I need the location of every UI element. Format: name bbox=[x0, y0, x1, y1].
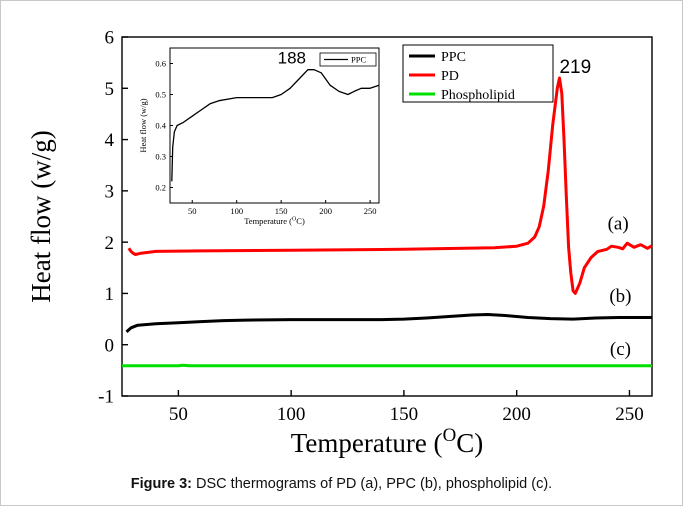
inset-legend: PPC bbox=[319, 52, 377, 67]
main-legend: PPC PD Phospholipid bbox=[402, 44, 554, 103]
inset-plot-frame bbox=[169, 47, 380, 204]
inset-y-tick-label: 0.3 bbox=[155, 151, 166, 161]
main-x-tick-label: 200 bbox=[502, 404, 531, 425]
inset-y-axis-label: Heat flow (w/g) bbox=[138, 98, 148, 152]
inset-x-tick-label: 150 bbox=[275, 206, 288, 216]
inset-series-line-ppc bbox=[171, 69, 380, 182]
inset-x-tick-label: 50 bbox=[188, 206, 197, 216]
main-legend-label: PD bbox=[441, 69, 459, 84]
inset-x-axis-label: Temperature (OC) bbox=[244, 216, 305, 226]
dsc-chart: 50 100 150 200 250 -1 0 1 2 3 4 5 6 219 Temperature (O… bbox=[26, 28, 653, 458]
main-legend-label: Phospholipid bbox=[441, 88, 515, 103]
main-x-axis-label: Temperature (OC) bbox=[291, 425, 483, 458]
inset-x-tick-label: 200 bbox=[319, 206, 332, 216]
main-y-tick-label: 2 bbox=[105, 233, 115, 254]
main-y-tick-label: 5 bbox=[105, 79, 115, 100]
main-y-tick-label: 0 bbox=[105, 335, 115, 356]
main-x-tick-label: 250 bbox=[615, 404, 644, 425]
main-series-line-phospholipid bbox=[122, 363, 652, 368]
inset-plot: 50 100 150 200 250 0.2 0.3 0.4 0.5 0.6 188 Temperat… bbox=[138, 47, 380, 226]
main-y-tick-label: -1 bbox=[98, 387, 114, 408]
main-series-tag: (a) bbox=[608, 213, 629, 234]
caption-text: DSC thermograms of PD (a), PPC (b), phos… bbox=[192, 476, 553, 492]
inset-x-tick-label: 250 bbox=[364, 206, 377, 216]
main-series-tag: (c) bbox=[610, 339, 631, 360]
main-y-tick-label: 6 bbox=[105, 28, 115, 49]
inset-y-tick-label: 0.4 bbox=[155, 120, 166, 130]
inset-x-tick-label: 100 bbox=[230, 206, 243, 216]
main-legend-label: PPC bbox=[441, 50, 466, 65]
main-x-tick-label: 50 bbox=[169, 404, 188, 425]
inset-y-tick-label: 0.2 bbox=[155, 182, 166, 192]
inset-legend-label: PPC bbox=[351, 55, 366, 65]
figure-caption: Figure 3: DSC thermograms of PD (a), PPC… bbox=[0, 476, 683, 492]
inset-y-tick-label: 0.5 bbox=[155, 89, 166, 99]
main-y-axis-label: Heat flow (w/g) bbox=[26, 130, 56, 302]
main-y-tick-label: 3 bbox=[105, 182, 115, 203]
main-x-tick-label: 100 bbox=[277, 404, 306, 425]
main-series-line-pd bbox=[127, 76, 653, 295]
main-series-line-ppc bbox=[125, 313, 652, 334]
main-peak-annotation: 219 bbox=[559, 57, 591, 78]
main-x-tick-label: 150 bbox=[390, 404, 419, 425]
inset-peak-annotation: 188 bbox=[278, 49, 306, 68]
caption-label: Figure 3: bbox=[130, 476, 193, 492]
inset-y-tick-label: 0.6 bbox=[155, 58, 166, 68]
main-y-tick-label: 4 bbox=[105, 130, 115, 151]
main-series-tag: (b) bbox=[609, 286, 631, 307]
main-y-tick-label: 1 bbox=[105, 284, 115, 305]
